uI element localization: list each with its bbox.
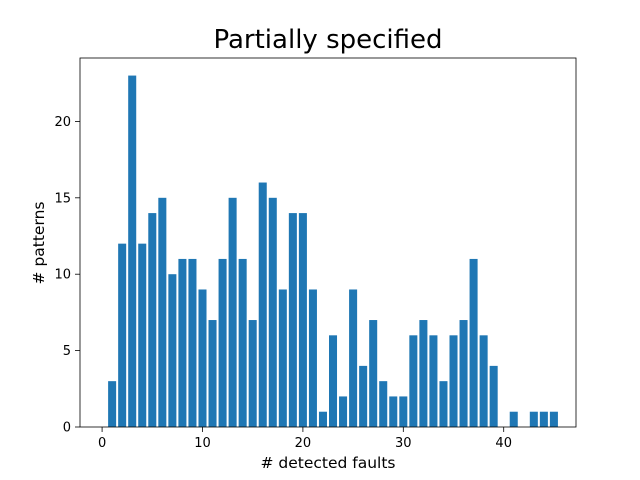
x-tick-label: 10 [194, 436, 211, 451]
bar-16 [258, 182, 267, 427]
bar-32 [419, 320, 428, 427]
bar-37 [469, 258, 478, 427]
y-tick-label: 10 [54, 268, 71, 283]
bar-2 [118, 243, 127, 427]
bar-11 [208, 320, 217, 427]
bar-14 [238, 258, 247, 427]
bar-27 [369, 320, 378, 427]
bar-44 [539, 411, 548, 427]
y-tick-label: 5 [63, 344, 71, 359]
bar-3 [128, 75, 137, 427]
x-tick-label: 40 [495, 436, 512, 451]
bar-13 [228, 197, 237, 427]
bar-36 [459, 320, 468, 427]
bar-26 [359, 365, 368, 427]
bar-43 [529, 411, 538, 427]
bar-10 [198, 289, 207, 427]
bar-25 [349, 289, 358, 427]
bar-38 [479, 335, 488, 427]
bar-7 [168, 274, 177, 427]
bar-23 [329, 335, 338, 427]
bar-18 [278, 289, 287, 427]
bar-33 [429, 335, 438, 427]
bar-12 [218, 258, 227, 427]
x-axis-label: # detected faults [260, 454, 395, 472]
bar-29 [389, 396, 398, 427]
bar-4 [138, 243, 147, 427]
bar-22 [318, 411, 327, 427]
bar-15 [248, 320, 257, 427]
bar-1 [108, 381, 117, 427]
bar-45 [549, 411, 558, 427]
bar-20 [298, 213, 307, 427]
bar-30 [399, 396, 408, 427]
bars-group [108, 75, 558, 427]
y-tick-label: 0 [63, 421, 71, 436]
bar-28 [379, 381, 388, 427]
bar-31 [409, 335, 418, 427]
bar-8 [178, 258, 187, 427]
chart-title: Partially specified [213, 25, 442, 55]
x-tick-label: 30 [395, 436, 412, 451]
plot-frame [79, 57, 577, 428]
bar-35 [449, 335, 458, 427]
x-tick-label: 0 [98, 436, 106, 451]
bar-9 [188, 258, 197, 427]
y-axis-ticks: 0 5 10 15 20 [54, 115, 80, 436]
bar-41 [509, 411, 518, 427]
bar-39 [489, 365, 498, 427]
bar-34 [439, 381, 448, 427]
x-axis-ticks: 0 10 20 30 40 [98, 427, 512, 451]
bar-24 [339, 396, 348, 427]
bar-6 [158, 197, 167, 427]
y-tick-label: 20 [54, 115, 71, 130]
bar-21 [308, 289, 317, 427]
y-tick-label: 15 [54, 191, 71, 206]
bar-17 [268, 197, 277, 427]
y-axis-label: # patterns [30, 202, 48, 285]
bar-5 [148, 213, 157, 427]
x-tick-label: 20 [295, 436, 312, 451]
bar-19 [288, 213, 297, 427]
